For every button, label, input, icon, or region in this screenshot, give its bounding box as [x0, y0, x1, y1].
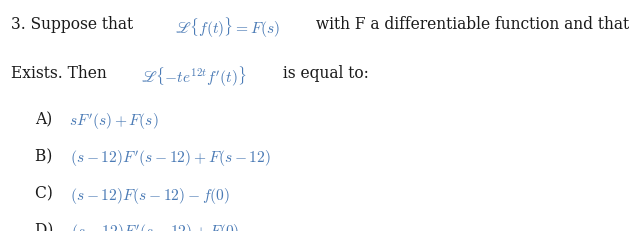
- Text: C): C): [35, 185, 62, 202]
- Text: $\mathscr{L}\{-te^{12t}f'(t)\}$: $\mathscr{L}\{-te^{12t}f'(t)\}$: [141, 65, 247, 88]
- Text: $(s - 12)F'(s - 12) + F(s - 12)$: $(s - 12)F'(s - 12) + F(s - 12)$: [70, 148, 271, 168]
- Text: is equal to:: is equal to:: [278, 65, 369, 82]
- Text: $sF'(s) + F(s)$: $sF'(s) + F(s)$: [69, 111, 159, 131]
- Text: Exists. Then: Exists. Then: [11, 65, 112, 82]
- Text: $(s - 12)F(s - 12) - f(0)$: $(s - 12)F(s - 12) - f(0)$: [71, 185, 231, 205]
- Text: with F a differentiable function and that: with F a differentiable function and tha…: [311, 16, 630, 33]
- Text: A): A): [35, 111, 62, 128]
- Text: $(s - 12)F'(s - 12) + F(0)$: $(s - 12)F'(s - 12) + F(0)$: [71, 222, 239, 231]
- Text: $\mathscr{L}\{f(t)\} = F(s)$: $\mathscr{L}\{f(t)\} = F(s)$: [175, 16, 280, 40]
- Text: D): D): [35, 222, 63, 231]
- Text: B): B): [35, 148, 62, 165]
- Text: 3. Suppose that: 3. Suppose that: [11, 16, 139, 33]
